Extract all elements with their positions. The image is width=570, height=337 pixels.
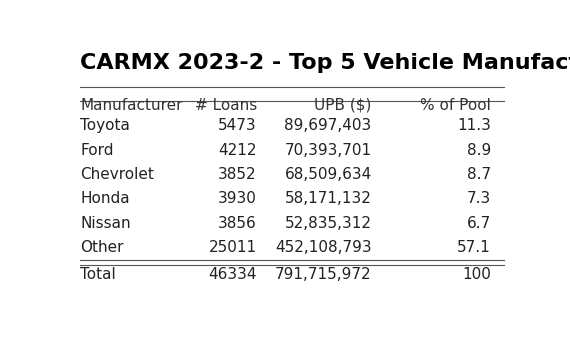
Text: Toyota: Toyota <box>80 118 130 133</box>
Text: 57.1: 57.1 <box>457 240 491 255</box>
Text: 52,835,312: 52,835,312 <box>284 216 372 231</box>
Text: 6.7: 6.7 <box>467 216 491 231</box>
Text: % of Pool: % of Pool <box>420 97 491 113</box>
Text: 89,697,403: 89,697,403 <box>284 118 372 133</box>
Text: 100: 100 <box>462 268 491 282</box>
Text: # Loans: # Loans <box>194 97 256 113</box>
Text: 3856: 3856 <box>218 216 256 231</box>
Text: 46334: 46334 <box>208 268 256 282</box>
Text: Manufacturer: Manufacturer <box>80 97 182 113</box>
Text: UPB ($): UPB ($) <box>314 97 372 113</box>
Text: 70,393,701: 70,393,701 <box>284 143 372 158</box>
Text: 7.3: 7.3 <box>467 191 491 207</box>
Text: Nissan: Nissan <box>80 216 131 231</box>
Text: 68,509,634: 68,509,634 <box>284 167 372 182</box>
Text: CARMX 2023-2 - Top 5 Vehicle Manufacturers: CARMX 2023-2 - Top 5 Vehicle Manufacture… <box>80 53 570 73</box>
Text: 452,108,793: 452,108,793 <box>275 240 372 255</box>
Text: 58,171,132: 58,171,132 <box>285 191 372 207</box>
Text: Total: Total <box>80 268 116 282</box>
Text: 25011: 25011 <box>209 240 256 255</box>
Text: 3930: 3930 <box>218 191 256 207</box>
Text: Chevrolet: Chevrolet <box>80 167 154 182</box>
Text: Ford: Ford <box>80 143 113 158</box>
Text: 4212: 4212 <box>218 143 256 158</box>
Text: Other: Other <box>80 240 124 255</box>
Text: 11.3: 11.3 <box>457 118 491 133</box>
Text: Honda: Honda <box>80 191 130 207</box>
Text: 791,715,972: 791,715,972 <box>275 268 372 282</box>
Text: 3852: 3852 <box>218 167 256 182</box>
Text: 8.7: 8.7 <box>467 167 491 182</box>
Text: 5473: 5473 <box>218 118 256 133</box>
Text: 8.9: 8.9 <box>467 143 491 158</box>
